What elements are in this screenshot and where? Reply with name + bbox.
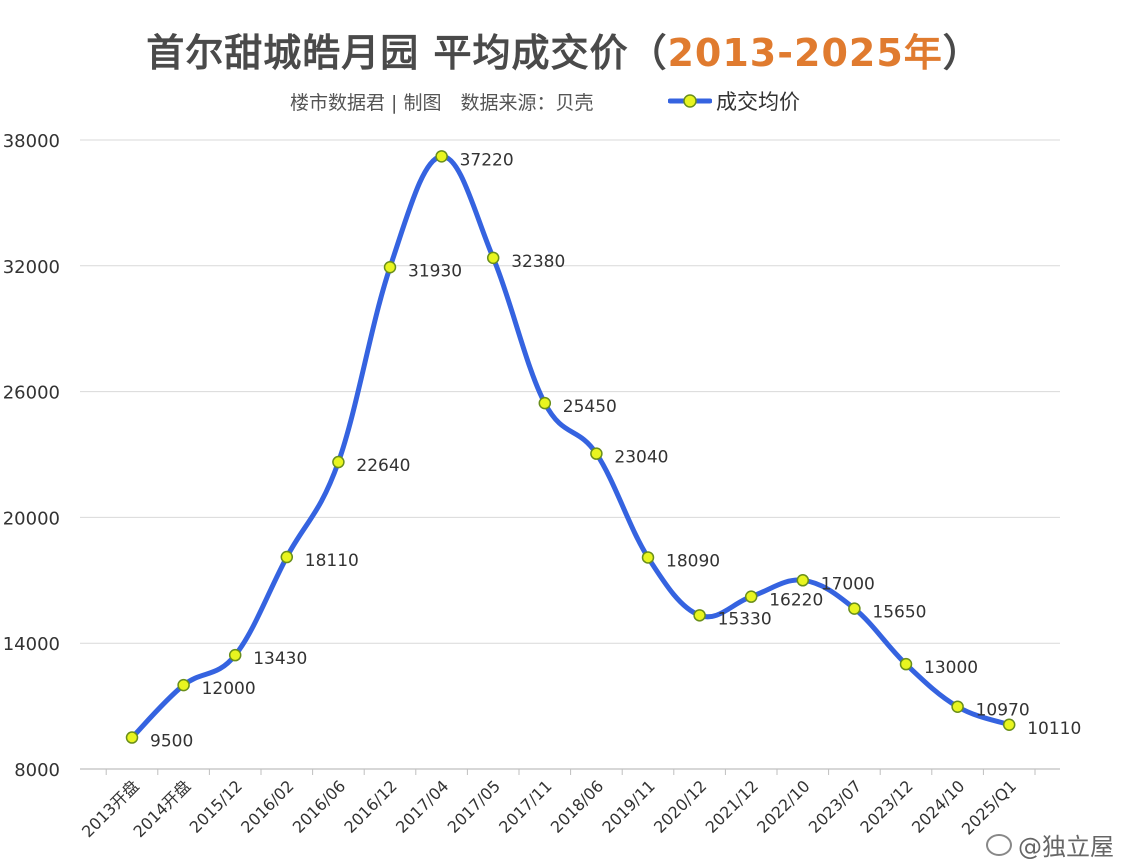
- x-tick-label: 2017/04: [392, 776, 452, 836]
- weibo-logo-icon: [986, 833, 1012, 856]
- chart-title-main: 首尔甜城皓月园 平均成交价: [146, 31, 629, 75]
- x-tick-label: 2023/07: [805, 776, 865, 836]
- y-tick-label: 38000: [3, 131, 60, 152]
- chart-subtitle: 楼市数据君 | 制图 数据来源：贝壳: [290, 92, 594, 114]
- data-label: 32380: [511, 252, 565, 272]
- watermark-text: @独立屋: [1018, 833, 1114, 861]
- data-point: [744, 590, 758, 603]
- x-tick-label: 2019/11: [598, 776, 658, 836]
- data-point: [538, 396, 552, 410]
- data-point: [641, 551, 655, 564]
- data-label: 37220: [460, 150, 514, 170]
- data-label: 23040: [614, 448, 668, 468]
- data-label: 25450: [563, 397, 617, 417]
- data-label: 13000: [924, 658, 978, 678]
- data-point: [951, 700, 964, 713]
- data-point: [332, 455, 345, 469]
- data-label: 18110: [305, 551, 359, 571]
- data-point: [486, 251, 500, 265]
- y-tick-label: 14000: [3, 634, 60, 655]
- chart-title: 首尔甜城皓月园 平均成交价（2013-2025年）: [0, 22, 1128, 77]
- y-tick-label: 20000: [3, 508, 60, 529]
- y-tick-label: 26000: [3, 383, 60, 404]
- watermark: @独立屋: [986, 827, 1114, 862]
- data-point: [899, 657, 913, 671]
- data-label: 15650: [872, 603, 926, 623]
- x-tick-label: 2022/10: [753, 776, 813, 836]
- x-tick-label: 2014开盘: [130, 776, 195, 841]
- y-tick-label: 32000: [3, 257, 60, 278]
- chart-title-years: 2013-2025年: [667, 31, 943, 75]
- x-tick-label: 2023/12: [856, 776, 916, 836]
- data-label: 17000: [821, 574, 875, 594]
- x-tick-label: 2021/12: [702, 776, 762, 836]
- data-label: 10110: [1027, 719, 1081, 739]
- x-tick-label: 2018/06: [547, 776, 607, 836]
- data-point: [435, 150, 448, 163]
- data-label: 15330: [718, 609, 772, 629]
- chart-title-paren-open: （: [628, 31, 668, 75]
- data-point: [280, 550, 294, 564]
- legend-line-marker-icon: [668, 94, 712, 108]
- data-label: 18090: [666, 551, 720, 571]
- x-tick-label: 2016/02: [237, 776, 297, 836]
- x-tick-label: 2017/11: [495, 776, 555, 836]
- x-tick-label: 2020/12: [650, 776, 710, 836]
- x-tick-label: 2016/06: [289, 776, 349, 836]
- data-label: 22640: [356, 456, 410, 476]
- data-label: 13430: [253, 649, 307, 669]
- data-label: 16220: [769, 591, 823, 611]
- data-point: [590, 447, 603, 460]
- data-point: [383, 261, 397, 274]
- x-tick-label: 2017/05: [444, 776, 504, 836]
- data-label: 31930: [408, 261, 462, 281]
- chart-title-paren-close: ）: [942, 31, 982, 75]
- chart-legend: 成交均价: [668, 86, 800, 116]
- x-tick-label: 2016/12: [340, 776, 400, 836]
- data-point: [1002, 718, 1016, 732]
- y-tick-label: 8000: [14, 760, 60, 781]
- legend-label: 成交均价: [716, 90, 800, 114]
- data-point: [848, 602, 861, 615]
- x-tick-label: 2015/12: [186, 776, 246, 836]
- data-point: [693, 609, 706, 622]
- data-point: [125, 731, 139, 744]
- data-point: [796, 574, 810, 587]
- data-label: 12000: [202, 679, 256, 699]
- data-point: [228, 648, 242, 662]
- data-point: [177, 678, 190, 692]
- data-label: 9500: [150, 732, 193, 752]
- data-label: 10970: [976, 701, 1030, 721]
